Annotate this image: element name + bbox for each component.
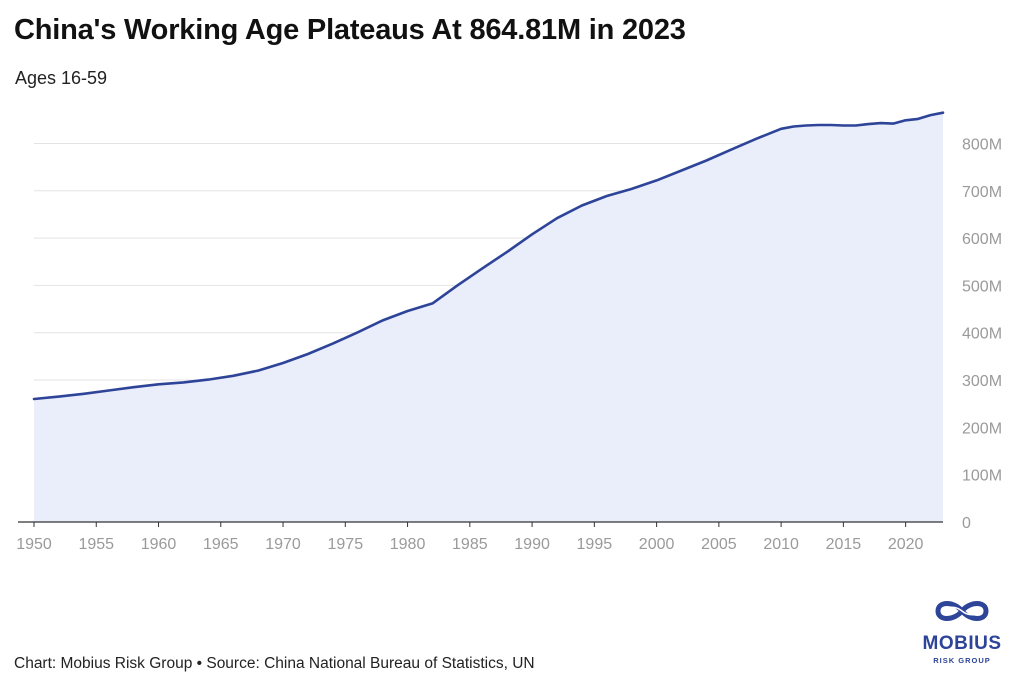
x-tick-label: 2010 (763, 536, 799, 553)
y-tick-label: 500M (962, 278, 1002, 295)
y-tick-label: 600M (962, 231, 1002, 248)
y-tick-label: 300M (962, 373, 1002, 390)
y-tick-label: 800M (962, 136, 1002, 153)
series-area-fill (34, 112, 943, 522)
x-tick-label: 1980 (390, 536, 426, 553)
x-tick-label: 1970 (265, 536, 301, 553)
y-tick-label: 700M (962, 184, 1002, 201)
x-tick-label: 1960 (141, 536, 177, 553)
x-tick-label: 2015 (826, 536, 862, 553)
x-tick-label: 1995 (577, 536, 613, 553)
x-tick-label: 2020 (888, 536, 924, 553)
axis-layer (18, 521, 943, 527)
x-tick-label: 1950 (16, 536, 52, 553)
y-tick-label: 0 (962, 515, 971, 532)
x-tick-label: 1965 (203, 536, 239, 553)
chart-source-footer: Chart: Mobius Risk Group • Source: China… (14, 655, 535, 672)
x-tick-label: 2000 (639, 536, 675, 553)
y-tick-label: 400M (962, 326, 1002, 343)
x-tick-label: 1955 (78, 536, 114, 553)
logo-tagline: RISK GROUP (933, 656, 991, 665)
x-tick-label: 1975 (328, 536, 364, 553)
y-tick-label: 200M (962, 420, 1002, 437)
series-line (32, 111, 945, 401)
x-tick-label: 2005 (701, 536, 737, 553)
x-tick-label: 1990 (514, 536, 550, 553)
chart-subtitle: Ages 16-59 (15, 68, 108, 88)
chart-title: China's Working Age Plateaus At 864.81M … (14, 14, 686, 46)
area-layer (32, 111, 945, 522)
mobius-logo: MOBIUS RISK GROUP (912, 596, 1012, 665)
logo-wordmark: MOBIUS (922, 633, 1002, 654)
tick-layer: 0 100M 200M 300M 400M 500M 600M 700M 800M 1950 195… (16, 136, 1002, 553)
infinity-knot-icon (935, 601, 989, 621)
x-tick-label: 1985 (452, 536, 488, 553)
y-tick-label: 100M (962, 468, 1002, 485)
